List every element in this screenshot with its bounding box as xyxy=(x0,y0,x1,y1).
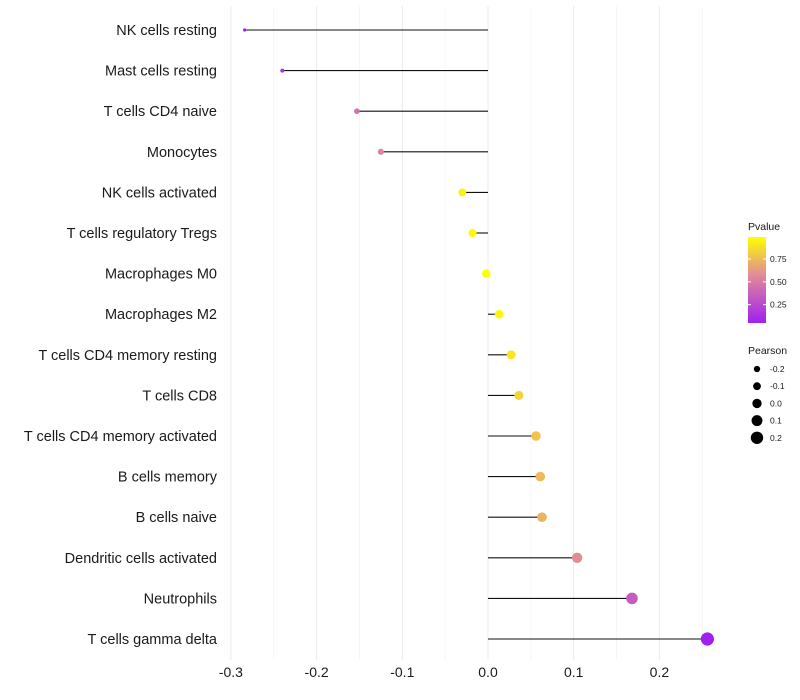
y-axis-label: Macrophages M0 xyxy=(105,267,217,283)
legend-pvalue: Pvalue 0.25 0.50 0.75 xyxy=(748,221,787,323)
lollipop-point xyxy=(571,552,583,563)
legend-pearson-key xyxy=(753,365,761,373)
lollipop-segments xyxy=(244,29,708,640)
y-axis-label: T cells CD4 memory activated xyxy=(24,429,217,445)
y-axis-label: Dendritic cells activated xyxy=(65,551,217,567)
lollipop-point xyxy=(482,269,491,278)
legend-pearson-label: -0.1 xyxy=(770,381,785,391)
lollipop-point xyxy=(243,28,247,32)
lollipop-points xyxy=(243,28,714,646)
x-tick-label: 0.0 xyxy=(478,664,498,680)
lollipop-point xyxy=(468,228,477,238)
lollipop-point xyxy=(537,512,547,523)
legend-pvalue-colorbar xyxy=(748,237,766,323)
legend-pearson-key xyxy=(752,398,762,409)
lollipop-point xyxy=(458,188,467,197)
lollipop-point xyxy=(514,390,524,400)
x-axis-ticks: -0.3 -0.2 -0.1 0.0 0.1 0.2 xyxy=(219,664,670,680)
y-axis-label: T cells regulatory Tregs xyxy=(67,226,217,242)
legend-pearson-label: 0.1 xyxy=(770,416,782,426)
y-axis-label: B cells naive xyxy=(136,510,217,526)
legend-pvalue-title: Pvalue xyxy=(748,221,780,233)
legend-pearson-keys: -0.2 -0.1 0.0 0.1 0.2 xyxy=(750,364,785,444)
legend-pearson: Pearson -0.2 -0.1 0.0 0.1 0.2 xyxy=(748,345,787,444)
lollipop-point xyxy=(377,148,384,155)
lollipop-point xyxy=(626,592,638,605)
x-tick-label: 0.1 xyxy=(564,664,584,680)
x-tick-label: 0.2 xyxy=(650,664,670,680)
legend-pvalue-ticks: 0.25 0.50 0.75 xyxy=(748,254,787,310)
y-axis-label: B cells memory xyxy=(118,470,218,486)
y-axis-label: T cells CD4 naive xyxy=(104,104,217,120)
y-axis-label: T cells CD8 xyxy=(142,388,217,404)
legend-pvalue-tick-label: 0.75 xyxy=(770,254,787,264)
legend-pearson-label: -0.2 xyxy=(770,364,785,374)
y-axis-label: Mast cells resting xyxy=(105,64,217,80)
y-axis-label: T cells CD4 memory resting xyxy=(38,348,217,364)
lollipop-point xyxy=(494,309,504,319)
y-axis-labels: NK cells resting Mast cells resting T cell… xyxy=(24,23,218,648)
legend-pearson-key xyxy=(753,382,761,391)
lollipop-point xyxy=(506,350,516,360)
x-tick-label: -0.1 xyxy=(390,664,414,680)
legend-pearson-label: 0.0 xyxy=(770,398,782,408)
lollipop-point xyxy=(535,471,546,482)
y-axis-label: NK cells activated xyxy=(102,185,217,201)
y-axis-label: Neutrophils xyxy=(144,591,217,607)
y-axis-label: T cells gamma delta xyxy=(88,632,218,648)
legend-pearson-label: 0.2 xyxy=(770,433,782,443)
lollipop-point xyxy=(280,68,285,73)
lollipop-point xyxy=(531,431,541,441)
legend-pearson-key xyxy=(751,415,763,427)
x-tick-label: -0.3 xyxy=(219,664,243,680)
lollipop-point xyxy=(354,108,360,115)
grid-lines xyxy=(230,6,703,660)
x-tick-label: -0.2 xyxy=(305,664,329,680)
legend-pvalue-tick-label: 0.50 xyxy=(770,277,787,287)
legend-pvalue-tick-label: 0.25 xyxy=(770,300,787,310)
legend-pearson-title: Pearson xyxy=(748,345,787,357)
y-axis-label: Macrophages M2 xyxy=(105,307,217,323)
y-axis-label: Monocytes xyxy=(147,145,217,161)
lollipop-point xyxy=(700,632,714,646)
y-axis-label: NK cells resting xyxy=(116,23,217,39)
legend-pearson-key xyxy=(750,431,764,444)
